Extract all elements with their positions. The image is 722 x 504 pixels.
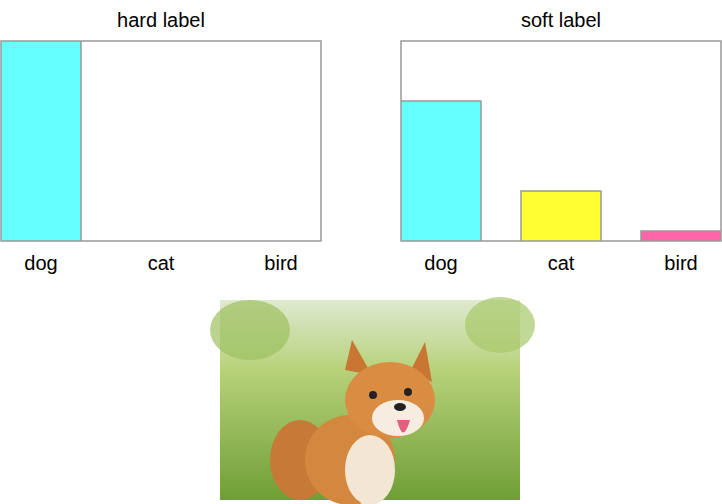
- x-tick-label: dog: [424, 252, 457, 274]
- dog-head: [345, 362, 435, 438]
- x-tick-label: cat: [148, 252, 175, 274]
- bush: [465, 297, 535, 353]
- bar: [121, 240, 201, 241]
- photo: [210, 297, 535, 504]
- plot-frame: [1, 41, 321, 241]
- bars: [1, 41, 81, 241]
- chart-title: hard label: [117, 9, 205, 31]
- x-tick-label: dog: [24, 252, 57, 274]
- bar: [1, 41, 81, 241]
- dog-nose: [394, 403, 406, 411]
- dog-tongue: [397, 420, 410, 433]
- dog-muzzle: [372, 400, 424, 436]
- bush: [210, 300, 290, 360]
- dog-eye: [369, 391, 377, 399]
- dog-chest: [345, 435, 395, 504]
- bar: [641, 231, 721, 241]
- bar: [401, 101, 481, 241]
- x-tick-label: cat: [548, 252, 575, 274]
- bar: [241, 240, 321, 241]
- dog-eye: [404, 388, 412, 396]
- bars: [401, 101, 721, 241]
- plot-frame: [401, 41, 721, 241]
- chart-title: soft label: [521, 9, 601, 31]
- bar: [521, 191, 601, 241]
- figure: hard label dog cat bird soft label dog cat bird: [0, 0, 722, 504]
- x-tick-label: bird: [264, 252, 297, 274]
- x-tick-label: bird: [664, 252, 697, 274]
